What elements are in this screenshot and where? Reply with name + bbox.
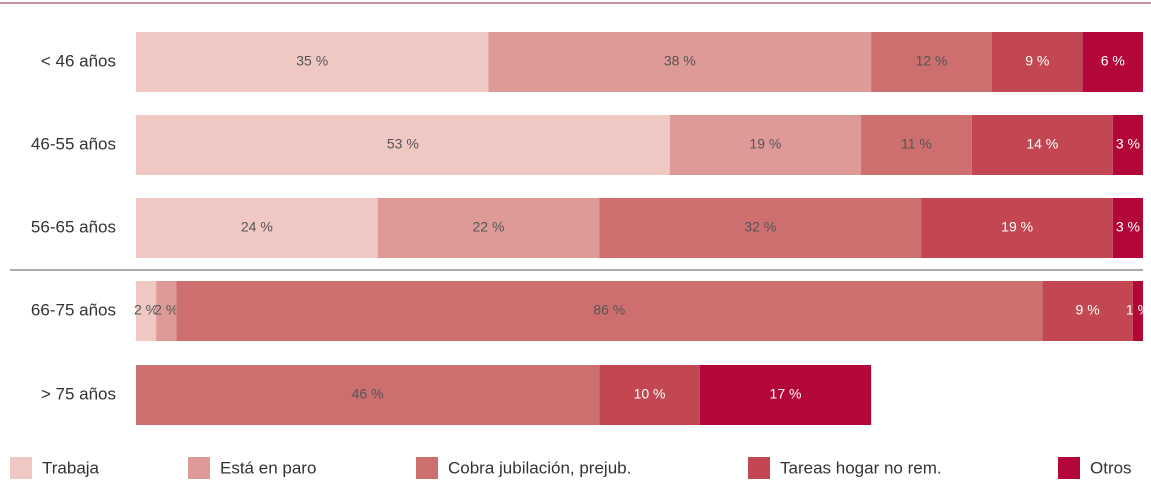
bar-segment [136,365,600,425]
bar-segment [871,32,992,92]
legend-swatch [188,457,210,479]
bar-segment [971,115,1113,175]
legend-swatch [10,457,32,479]
value-label: 24 % [241,219,273,235]
bar-segment [176,281,1043,341]
bar-segment [991,32,1083,92]
bar-segment [1112,115,1143,175]
value-label: 10 % [634,386,666,402]
bar-segment [669,115,862,175]
value-label: 9 % [1076,302,1100,318]
legend-label: Tareas hogar no rem. [780,458,942,477]
category-label: > 75 años [41,384,116,403]
legend-label: Trabaja [42,458,100,477]
bar-segment [156,281,177,341]
category-label: < 46 años [41,51,116,70]
value-label: 22 % [472,219,504,235]
category-label: 46-55 años [31,134,116,153]
category-label: 66-75 años [31,300,116,319]
value-label: 46 % [352,386,384,402]
legend-label: Cobra jubilación, prejub. [448,458,631,477]
value-label: 6 % [1101,53,1125,69]
bar-segment [136,32,489,92]
bar-segment [599,365,700,425]
value-label: 19 % [749,136,781,152]
bar-segment [599,198,922,258]
value-label: 3 % [1116,136,1140,152]
legend-swatch [1058,457,1080,479]
legend-label: Está en paro [220,458,316,477]
value-label: 3 % [1116,219,1140,235]
value-label: 53 % [387,136,419,152]
value-label: 35 % [296,53,328,69]
bar-segment [1042,281,1133,341]
bar-segment [1112,198,1143,258]
value-label: 9 % [1025,53,1049,69]
bar-segment [861,115,972,175]
bar-segment [1082,32,1143,92]
bar-segment [377,198,600,258]
legend-label: Otros [1090,458,1132,477]
value-label: 86 % [593,302,625,318]
bar-segment [699,365,872,425]
value-label: 38 % [664,53,696,69]
category-label: 56-65 años [31,217,116,236]
bar-segment [136,198,378,258]
bar-segment [488,32,872,92]
bar-segment [136,115,670,175]
value-label: 32 % [744,219,776,235]
bar-segment [921,198,1113,258]
value-label: 19 % [1001,219,1033,235]
bar-segment [136,281,157,341]
value-label: 2 % [134,302,158,318]
value-label: 14 % [1026,136,1058,152]
value-label: 11 % [901,136,932,152]
bar-segment [1132,281,1143,341]
value-label: 12 % [916,53,948,69]
value-label: 2 % [154,302,178,318]
legend-swatch [416,457,438,479]
value-label: 1 % [1126,302,1150,318]
legend-swatch [748,457,770,479]
value-label: 17 % [770,386,802,402]
